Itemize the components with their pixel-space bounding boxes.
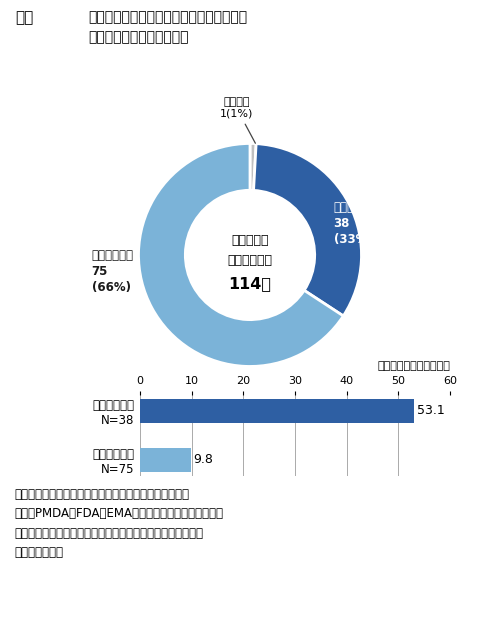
Text: 114品: 114品 — [228, 276, 272, 292]
Text: 図２: 図２ — [15, 11, 33, 26]
Text: 時期不明
1(1%): 時期不明 1(1%) — [220, 97, 256, 143]
Text: 追加試験なし
75
(66%): 追加試験なし 75 (66%) — [92, 249, 134, 294]
X-axis label: ラグ期間（中央値：月）: ラグ期間（中央値：月） — [377, 361, 450, 371]
Text: 欧米承認後の日本人参加試験の追加有無の
品目とラグ期間（中央値）: 欧米承認後の日本人参加試験の追加有無の 品目とラグ期間（中央値） — [88, 11, 248, 44]
Bar — [140, 399, 414, 423]
Wedge shape — [254, 144, 362, 316]
Text: 注１：ラグ期間図に時期不明の１品目は表示していない
出所：PMDA、FDA、EMAの各公開情報、「明日の新薬
　　　（テクノミック制作）」をもとに医薬産業政策研: 注１：ラグ期間図に時期不明の１品目は表示していない 出所：PMDA、FDA、EM… — [15, 488, 224, 559]
Text: 欧米承認後: 欧米承認後 — [232, 234, 269, 247]
Wedge shape — [250, 144, 256, 190]
Text: 追加試験あり
38
(33%): 追加試験あり 38 (33%) — [334, 202, 376, 246]
Bar — [140, 448, 190, 472]
Text: 9.8: 9.8 — [194, 453, 214, 466]
Text: 追加試験有無: 追加試験有無 — [228, 254, 272, 267]
Text: 53.1: 53.1 — [418, 404, 445, 417]
Wedge shape — [138, 144, 344, 366]
